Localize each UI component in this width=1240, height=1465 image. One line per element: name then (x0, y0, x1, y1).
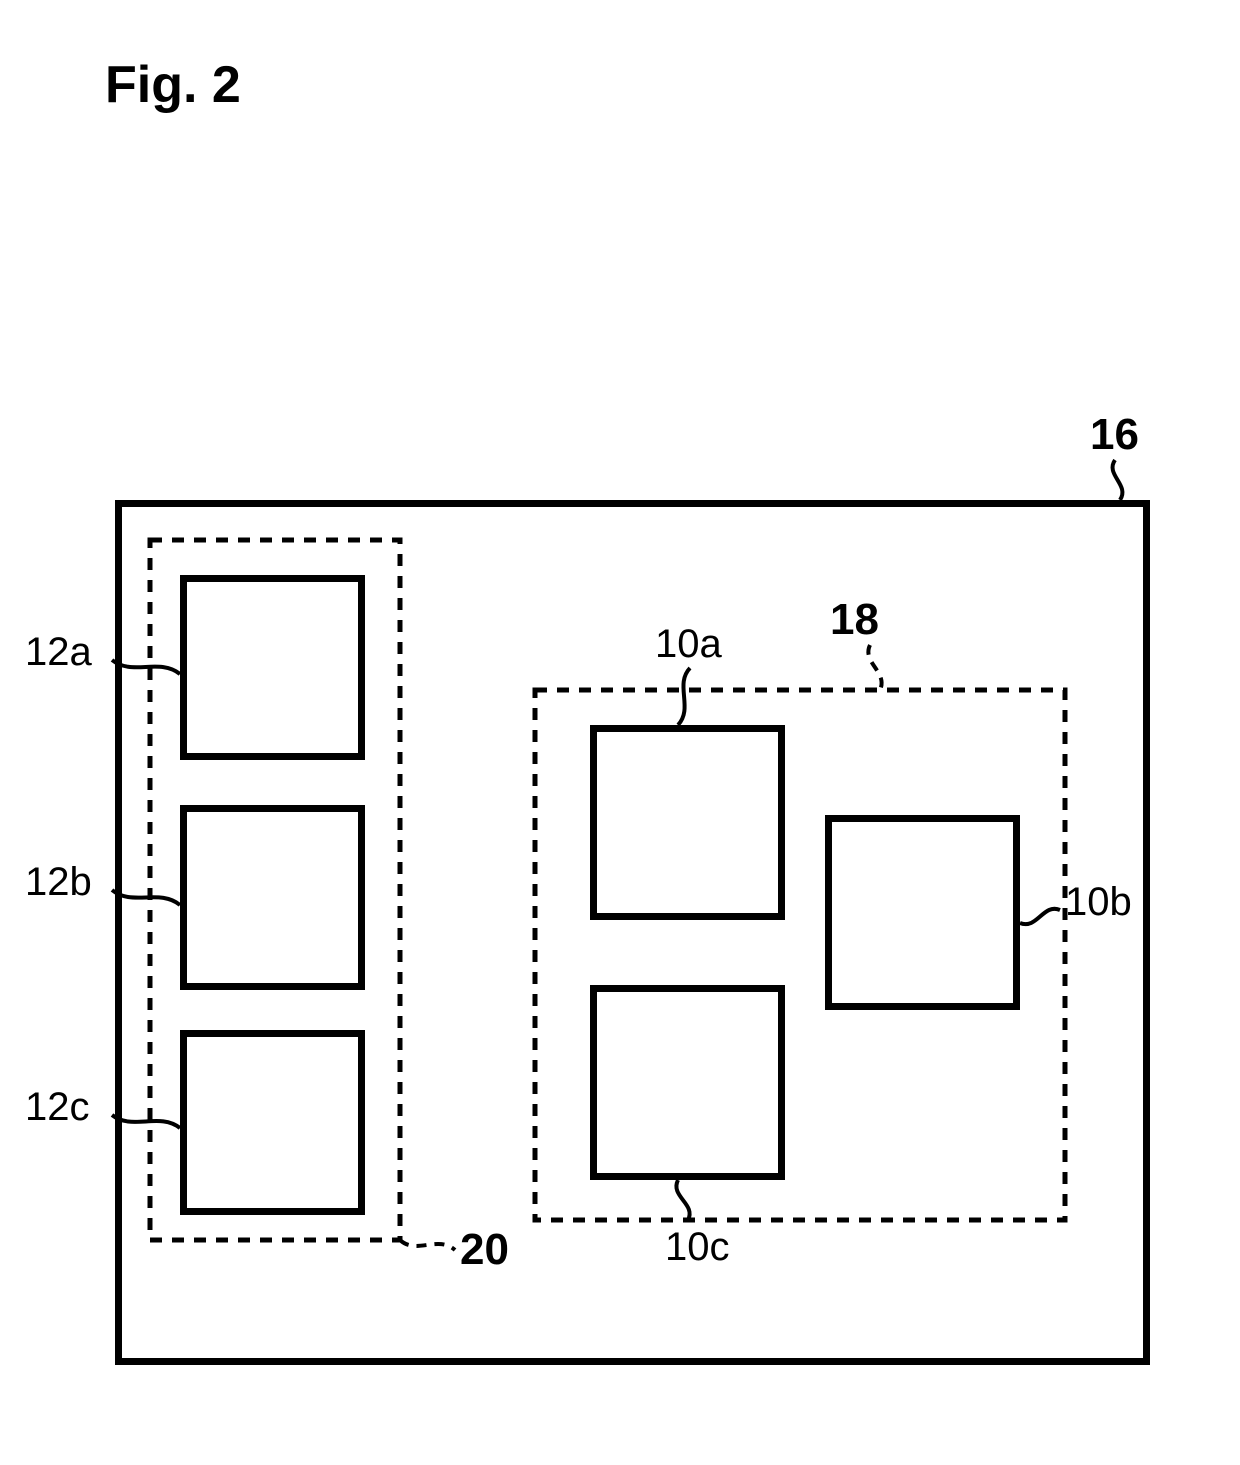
leader-lines (0, 0, 1240, 1465)
